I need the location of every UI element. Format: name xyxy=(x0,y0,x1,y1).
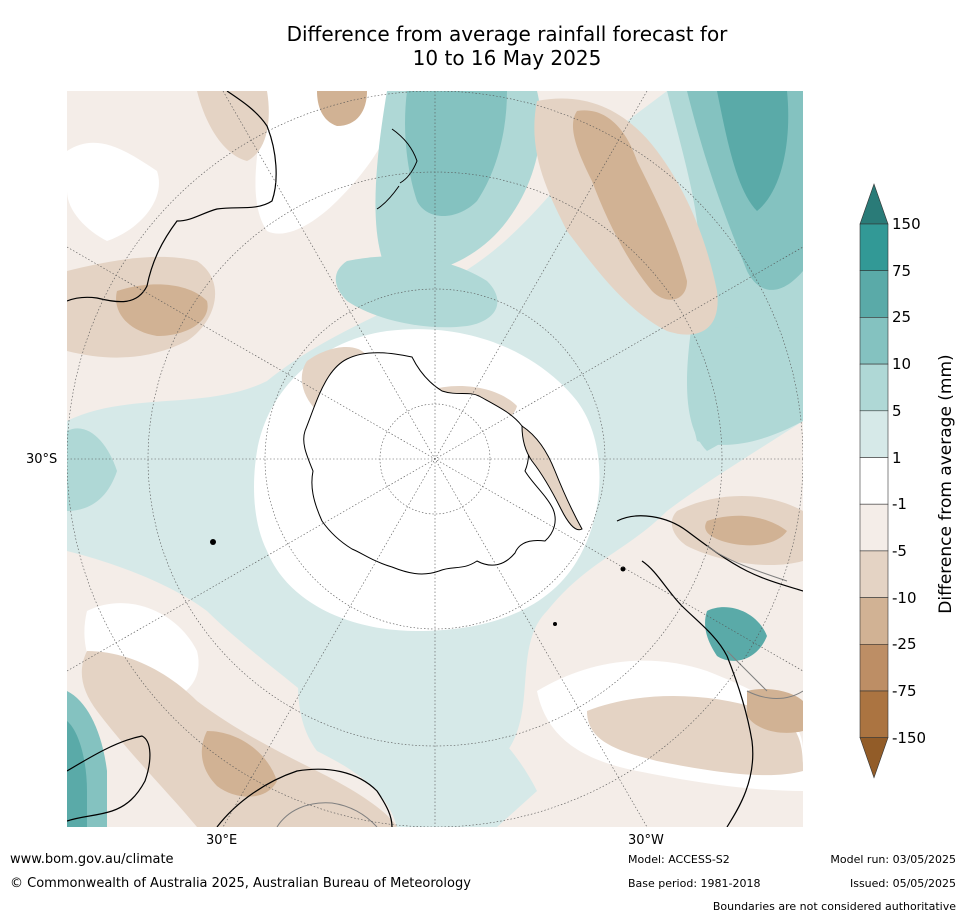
colorbar-tick-label: -10 xyxy=(892,588,917,607)
antarctic-peninsula xyxy=(521,425,583,531)
issued-date: Issued: 05/05/2025 xyxy=(849,877,956,890)
colorbar-segment xyxy=(859,690,889,739)
colorbar-segment xyxy=(859,503,889,552)
new-zealand-landmass xyxy=(376,128,418,210)
colorbar-segment xyxy=(859,550,889,598)
southern-africa-boundary xyxy=(276,802,378,827)
map-title-line2: 10 to 16 May 2025 xyxy=(412,46,602,70)
southern-africa-landmass xyxy=(216,768,393,827)
rainfall-anomaly-map xyxy=(67,91,803,827)
lat-label-30s: 30°S xyxy=(26,452,58,467)
anomaly-region-10-to-25-pacific xyxy=(405,91,507,216)
graticule xyxy=(67,91,803,827)
anomaly-region-near-zero-west xyxy=(67,142,159,241)
model-run-date: Model run: 03/05/2025 xyxy=(830,853,956,866)
anomaly-region-neg10-to-neg25-east xyxy=(705,515,787,546)
anomaly-region-neg10-to-neg25-indian xyxy=(116,284,208,336)
map-canvas xyxy=(67,91,803,827)
colorbar-tick-label: -150 xyxy=(892,728,927,747)
anomaly-region-25-to-75-east xyxy=(717,91,789,211)
model-name: Model: ACCESS-S2 xyxy=(628,853,730,866)
colorbar-tick-label: 5 xyxy=(892,401,902,420)
map-title-line1: Difference from average rainfall forecas… xyxy=(286,22,728,46)
anomaly-region-5-to-10-sw xyxy=(67,428,117,511)
colorbar-tick-label: 75 xyxy=(892,261,912,280)
anomaly-region-neg10-to-neg25-south xyxy=(201,731,277,797)
anomaly-region-neg10-to-neg25-atlantic xyxy=(572,110,687,300)
lon-label-30w: 30°W xyxy=(628,833,664,848)
colorbar-segment xyxy=(859,643,889,692)
colorbar-tick-label: -25 xyxy=(892,635,917,654)
colorbar-tick-label: -1 xyxy=(892,495,907,514)
anomaly-region-25-to-75-sw-corner xyxy=(67,721,87,827)
colorbar-tick-label: 10 xyxy=(892,355,912,374)
island-kerguelen xyxy=(210,539,216,545)
boundary-disclaimer: Boundaries are not considered authoritat… xyxy=(712,900,956,913)
base-period: Base period: 1981-2018 xyxy=(628,877,761,890)
map-title: Difference from average rainfall forecas… xyxy=(0,22,965,70)
anomaly-region-5-to-10-atlantic xyxy=(690,327,803,445)
colorbar-title: Difference from average (mm) xyxy=(936,354,956,614)
colorbar-segment xyxy=(859,457,889,505)
island-south-georgia xyxy=(620,566,626,572)
colorbar-segment xyxy=(859,223,889,272)
anomaly-region-near-zero-north xyxy=(255,91,397,234)
website-url[interactable]: www.bom.gov.au/climate xyxy=(10,852,174,867)
colorbar-tick-label: 1 xyxy=(892,448,902,467)
lon-label-30e: 30°E xyxy=(206,833,238,848)
anomaly-region-5-to-10-centre xyxy=(335,256,498,328)
colorbar-segment xyxy=(859,410,889,458)
anomaly-region-1-to-5-band-south xyxy=(298,571,537,827)
colorbar-segment xyxy=(859,270,889,318)
colorbar-extend-high xyxy=(859,183,889,225)
anomaly-region-25-to-75-se xyxy=(705,607,767,661)
colorbar-tick-label: -5 xyxy=(892,541,907,560)
colorbar-tick-label: 150 xyxy=(892,215,921,233)
colorbar-tick-label: 25 xyxy=(892,308,912,327)
island-south-sandwich xyxy=(553,622,557,626)
antarctica-landmass xyxy=(303,352,556,575)
colorbar-segment xyxy=(859,317,889,365)
colorbar-segment xyxy=(859,597,889,645)
australia-landmass xyxy=(67,91,277,303)
anomaly-region-neg10-to-neg25-se xyxy=(747,689,803,733)
copyright-notice: © Commonwealth of Australia 2025, Austra… xyxy=(10,876,471,891)
country-boundary xyxy=(706,545,803,699)
colorbar-extend-low xyxy=(859,737,889,779)
colorbar-tick-label: -75 xyxy=(892,682,917,700)
africa-landmass xyxy=(67,735,151,822)
colorbar-segment xyxy=(859,363,889,412)
colorbar xyxy=(859,183,889,779)
